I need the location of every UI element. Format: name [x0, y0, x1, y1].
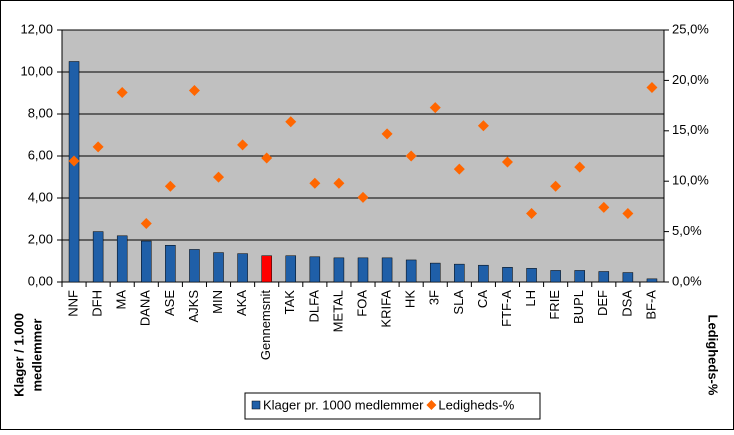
y-tick-label: 4,00: [28, 189, 53, 204]
bar: [189, 249, 200, 283]
bar: [285, 255, 297, 283]
legend-label: Ledigheds-%: [438, 397, 514, 412]
bar: [261, 255, 272, 283]
marker: [453, 163, 465, 175]
bar: [213, 252, 224, 283]
y2-tick-label: 15,0%: [672, 122, 709, 137]
bar: [598, 271, 610, 283]
x-tick-label: AKA: [234, 290, 249, 316]
y-tick-label: 8,00: [28, 105, 53, 120]
x-tick-label: FOA: [354, 290, 369, 317]
y-tick-label: 12,00: [20, 21, 53, 36]
marker: [68, 155, 80, 167]
marker: [261, 152, 273, 164]
x-tick-label: BF-A: [643, 290, 658, 320]
marker: [429, 102, 441, 114]
bar: [454, 263, 465, 283]
x-tick-label: DFH: [90, 290, 105, 317]
x-tick-label: DLFA: [306, 290, 321, 323]
x-tick-label: SLA: [451, 290, 466, 315]
bar: [381, 257, 393, 283]
x-tick-label: METAL: [330, 290, 345, 332]
bar: [622, 272, 634, 283]
x-tick-label: DEF: [595, 290, 610, 316]
x-tick-label: CA: [475, 290, 490, 308]
x-tick-label: KRIFA: [379, 290, 394, 328]
x-tick-label: BUPL: [571, 290, 586, 324]
marker: [116, 86, 128, 98]
marker: [405, 150, 417, 162]
marker: [574, 161, 586, 173]
legend-box: [244, 392, 541, 420]
x-tick-label: HK: [403, 290, 418, 308]
y-axis-title: medlemmer: [29, 319, 44, 392]
legend-swatch: [426, 400, 437, 410]
bar: [237, 253, 248, 283]
bar: [141, 240, 152, 283]
marker: [381, 128, 393, 140]
legend-swatch: [251, 400, 261, 410]
x-tick-label: LH: [523, 290, 538, 307]
bar: [646, 278, 658, 283]
marker: [164, 180, 176, 192]
bar: [405, 259, 417, 283]
marker: [213, 171, 225, 183]
x-tick-label: MA: [114, 290, 129, 310]
marker: [598, 201, 610, 213]
x-tick-label: DANA: [138, 290, 153, 326]
bar: [526, 268, 537, 283]
marker: [188, 84, 200, 96]
y-tick-label: 2,00: [28, 231, 53, 246]
marker: [309, 177, 321, 189]
marker: [550, 180, 562, 192]
marker: [646, 81, 658, 93]
marker: [92, 141, 104, 153]
bar: [68, 61, 80, 283]
bar: [550, 270, 561, 283]
marker: [501, 156, 513, 168]
y2-tick-label: 20,0%: [672, 72, 709, 87]
y2-tick-label: 0,0%: [672, 273, 702, 288]
y-tick-label: 0,00: [28, 273, 53, 288]
bar: [333, 257, 345, 283]
x-tick-label: FRIE: [547, 290, 562, 320]
y-axis-title: Klager / 1.000: [11, 313, 26, 397]
marker: [357, 191, 369, 203]
marker: [622, 207, 634, 219]
y2-axis-title: Ledigheds-%: [706, 315, 721, 396]
y-tick-label: 10,00: [20, 63, 53, 78]
x-tick-label: FTF-A: [499, 290, 514, 327]
y-tick-label: 6,00: [28, 147, 53, 162]
bar: [574, 270, 585, 283]
marker: [285, 116, 297, 128]
marker: [333, 177, 345, 189]
bar: [502, 267, 513, 283]
bar: [165, 245, 176, 283]
marker: [140, 218, 152, 230]
bar: [478, 264, 489, 283]
marker: [526, 207, 538, 219]
x-tick-label: 3F: [427, 290, 442, 305]
x-tick-label: MIN: [210, 290, 225, 314]
bar: [92, 231, 104, 283]
bar: [357, 257, 369, 283]
x-tick-label: Gennemsnit: [258, 290, 273, 360]
bar: [116, 235, 128, 283]
x-tick-label: AJKS: [186, 290, 201, 323]
bar: [309, 256, 321, 283]
bar: [429, 262, 441, 283]
x-tick-label: TAK: [282, 290, 297, 315]
marker: [477, 120, 489, 132]
x-tick-label: ASE: [162, 290, 177, 316]
x-tick-label: DSA: [619, 290, 634, 317]
marker: [237, 139, 249, 151]
x-tick-label: NNF: [65, 290, 80, 317]
y2-tick-label: 25,0%: [672, 21, 709, 36]
y2-tick-label: 5,0%: [672, 223, 702, 238]
y2-tick-label: 10,0%: [672, 173, 709, 188]
legend-label: Klager pr. 1000 medlemmer: [263, 397, 424, 412]
